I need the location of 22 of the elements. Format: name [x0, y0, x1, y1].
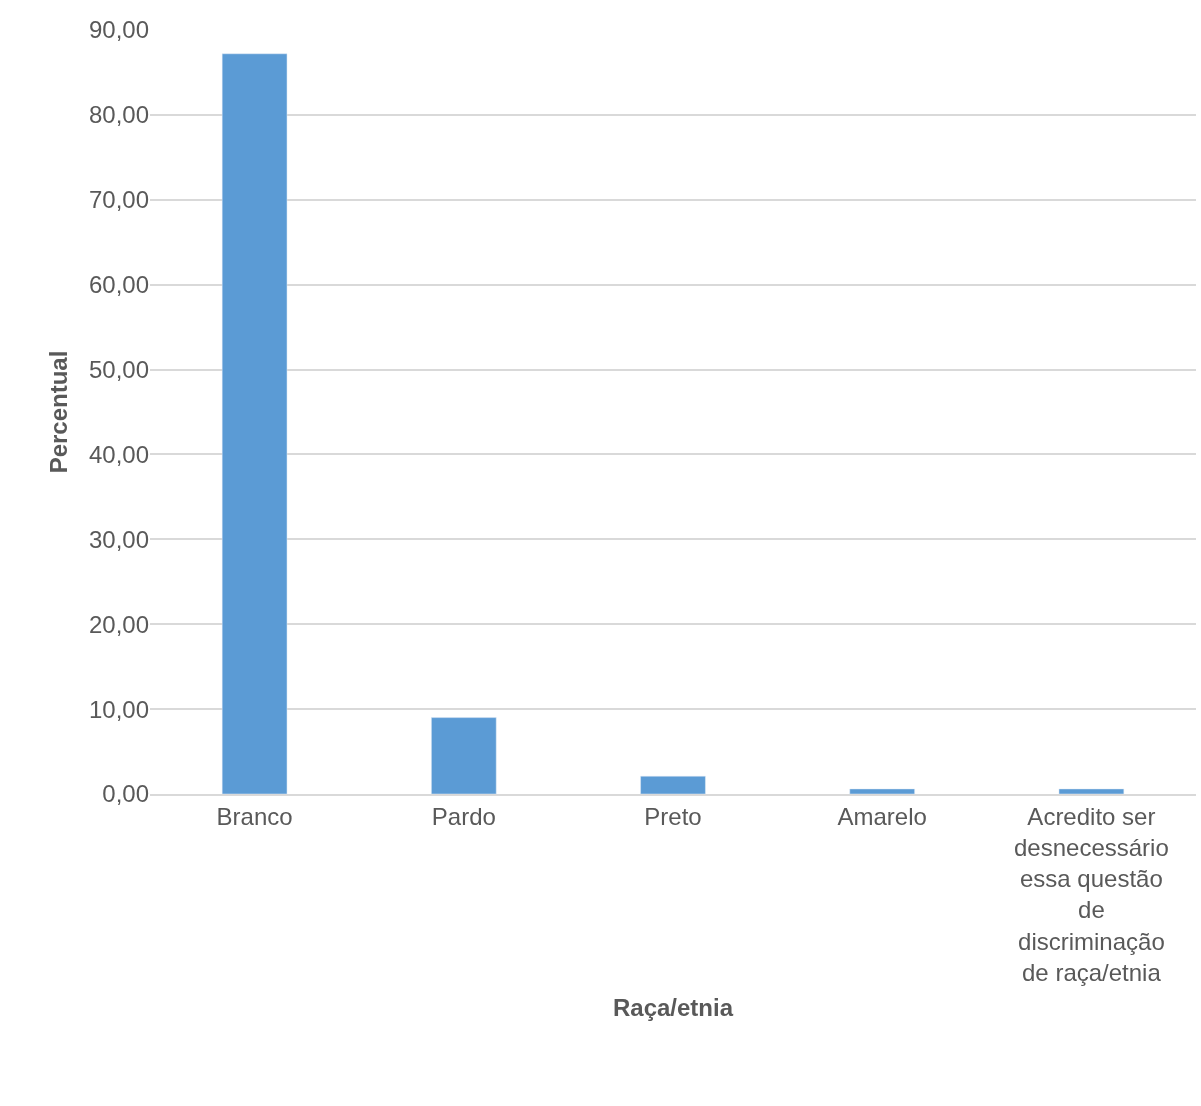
- x-tick-label: Acredito ser desnecessário essa questão de discriminação de raça/etnia: [1014, 802, 1169, 986]
- bar: [431, 717, 497, 794]
- y-tick-label: 0,00: [102, 780, 149, 808]
- bar: [849, 788, 915, 794]
- x-axis-title: Raça/etnia: [612, 993, 734, 1021]
- bar: [640, 775, 706, 794]
- bar: [221, 53, 288, 794]
- y-tick-label: 70,00: [88, 186, 149, 214]
- y-tick-label: 10,00: [88, 695, 149, 723]
- x-tick-label: Branco: [216, 802, 293, 830]
- x-tick-label: Preto: [644, 802, 702, 830]
- y-tick-label: 50,00: [88, 355, 149, 383]
- y-tick-label: 20,00: [88, 610, 149, 638]
- y-tick-label: 90,00: [88, 16, 149, 44]
- x-tick-label: Pardo: [431, 802, 496, 830]
- y-tick-label: 80,00: [88, 101, 149, 129]
- y-axis-title: Percentual: [45, 350, 73, 474]
- y-tick-label: 30,00: [88, 525, 149, 553]
- y-tick-label: 60,00: [88, 271, 149, 299]
- y-tick-label: 40,00: [88, 440, 149, 468]
- bar: [1058, 788, 1125, 794]
- x-tick-label: Amarelo: [837, 802, 927, 830]
